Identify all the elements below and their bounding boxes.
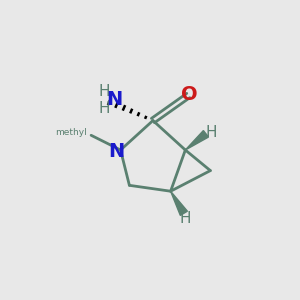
Text: N: N [106,90,123,110]
Text: H: H [99,84,110,99]
Text: methyl: methyl [55,128,87,137]
Text: H: H [206,125,217,140]
Polygon shape [171,191,188,215]
Text: H: H [180,211,191,226]
Polygon shape [185,130,208,150]
Text: N: N [108,142,124,161]
Text: O: O [182,85,198,104]
Text: H: H [99,101,110,116]
